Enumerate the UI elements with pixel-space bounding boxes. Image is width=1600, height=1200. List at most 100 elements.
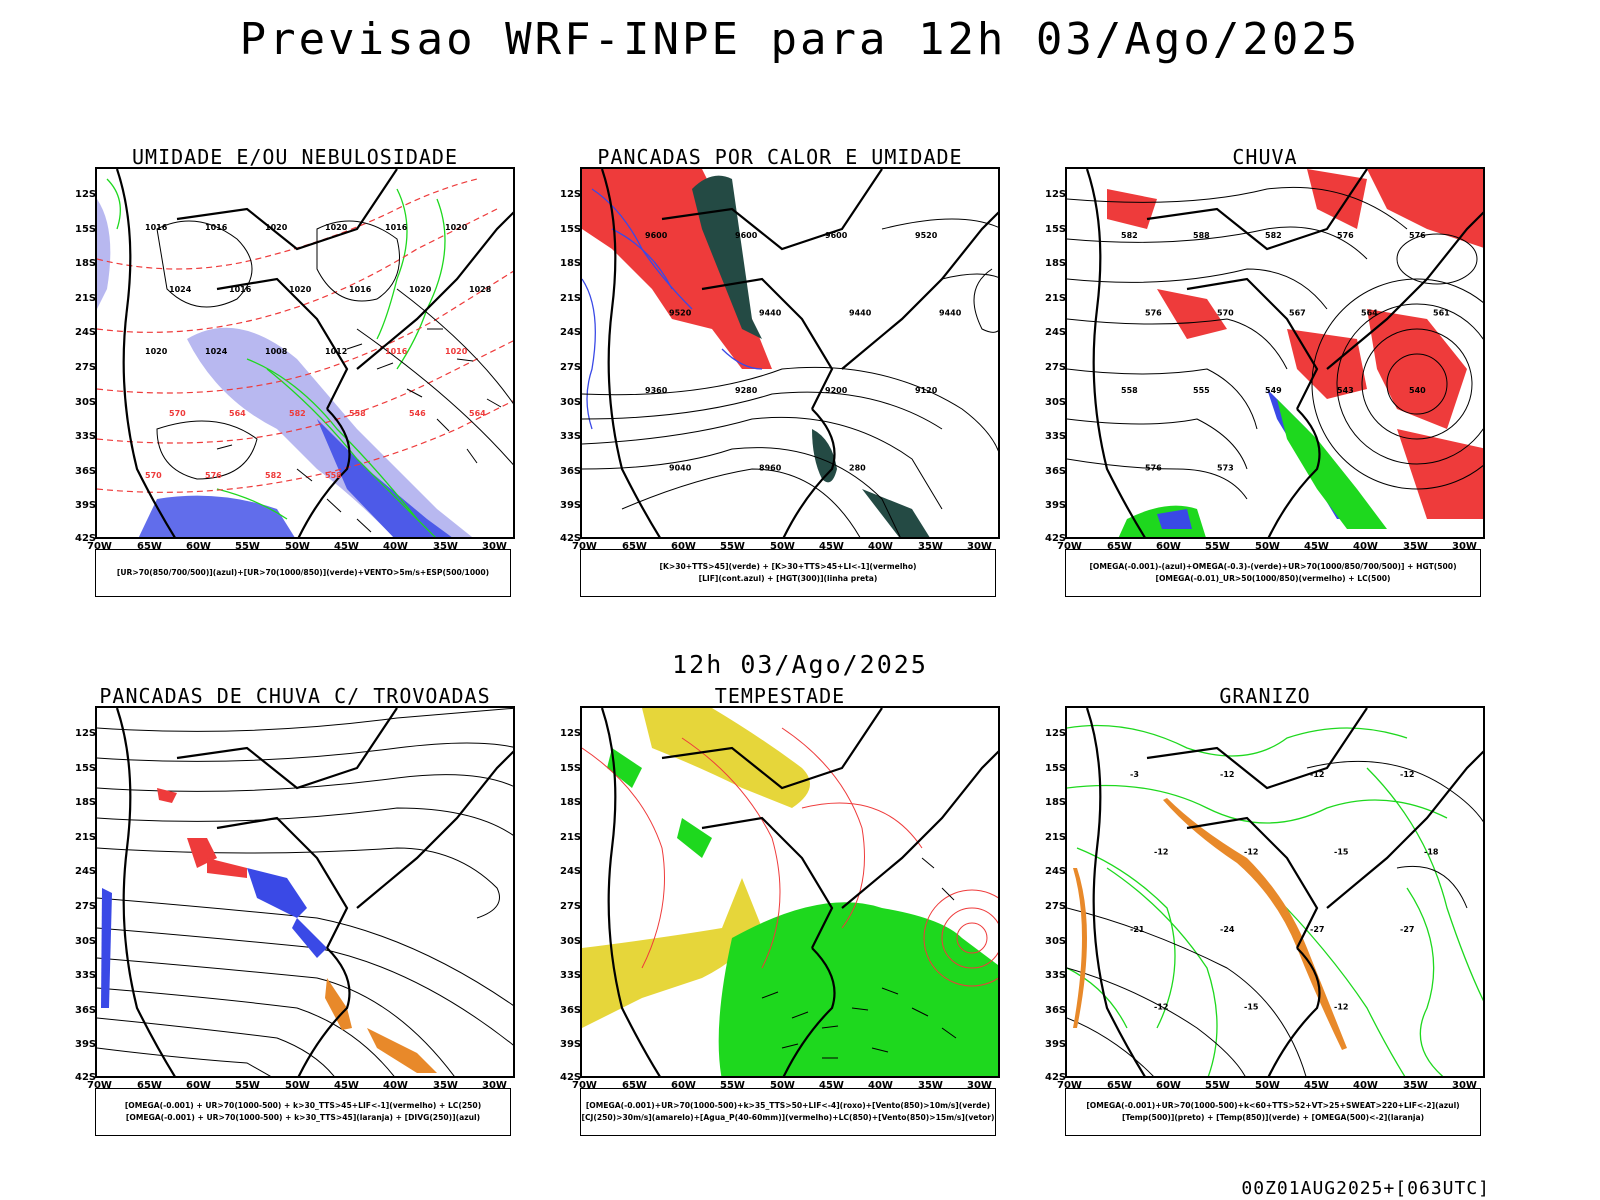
legend-line: [OMEGA(-0.001) + UR>70(1000-500) + k>30_… [124,1101,482,1110]
legend-line: [OMEGA(-0.001)+UR>70(1000-500)+k>35_TTS>… [585,1101,991,1110]
lon-label: 35W [433,541,458,552]
lat-label: 21S [1045,293,1067,304]
contour-value-label: 1020 [265,223,288,232]
mid-date: 12h 03/Ago/2025 [672,650,928,679]
lat-label: 27S [75,901,97,912]
lon-label: 70W [572,541,597,552]
lat-label: 33S [560,970,582,981]
contour-value-label: 9200 [825,386,848,395]
wind-vectors [216,328,502,533]
lat-label: 21S [560,832,582,843]
lon-label: 65W [137,1080,162,1091]
orange-cells [325,978,437,1073]
contour-value-label: 570 [145,471,162,480]
contour-value-label: 567 [1289,308,1306,317]
contour-value-label: 1024 [169,285,192,294]
map-graphic [97,708,513,1076]
contour-value-label: 9440 [849,308,872,317]
lat-label: 12S [1045,189,1067,200]
lon-label: 35W [1403,541,1428,552]
panel-rain: CHUVA [1045,145,1485,645]
lon-label: 45W [1304,541,1329,552]
contour-value-label: -12 [1154,847,1168,856]
contour-value-label: 588 [1193,231,1210,240]
contour-value-label: 1028 [469,285,492,294]
lat-label: 18S [1045,797,1067,808]
lon-label: 60W [186,541,211,552]
contour-value-label: 576 [1337,231,1354,240]
lon-label: 45W [334,541,359,552]
lat-label: 12S [560,189,582,200]
lon-label: 30W [967,1080,992,1091]
moisture-core [317,419,452,537]
lat-label: 36S [1045,466,1067,477]
darkgreen-area [692,175,762,339]
lon-label: 45W [334,1080,359,1091]
contour-value-label: 564 [229,409,246,418]
panel-storm: TEMPESTADE [560,684,1000,1184]
lat-label: 15S [1045,763,1067,774]
contour-value-label: 576 [1145,308,1162,317]
lat-label: 24S [560,327,582,338]
lon-label: 40W [1353,541,1378,552]
coastline-borders [1085,169,1483,537]
contour-value-label: 1016 [205,223,228,232]
contour-value-label: 9600 [735,231,758,240]
moisture-south [138,495,295,537]
lon-label: 70W [87,1080,112,1091]
contour-value-label: 540 [1409,386,1426,395]
streamlines [97,708,513,1076]
lat-label: 15S [75,224,97,235]
hgt-contours [582,218,998,537]
red-contours [97,178,513,493]
lat-label: 24S [1045,327,1067,338]
contour-value-label: 546 [409,409,426,418]
legend-line: [OMEGA(-0.001)+UR>70(1000-500)+k<60+TTS>… [1086,1101,1460,1110]
legend-box: [OMEGA(-0.001) + UR>70(1000-500) + k>30_… [95,1088,511,1136]
panel-title: PANCADAS POR CALOR E UMIDADE [597,145,963,169]
lat-label: 24S [75,327,97,338]
lat-label: 18S [75,797,97,808]
panel-title: PANCADAS DE CHUVA C/ TROVOADAS [99,684,491,708]
lon-label: 50W [770,1080,795,1091]
green-wind-area [718,902,998,1076]
lon-label: 55W [235,1080,260,1091]
lon-label: 50W [285,541,310,552]
contour-value-label: -12 [1154,1002,1168,1011]
contour-value-label: 1016 [145,223,168,232]
lat-label: 42S [560,533,582,544]
lon-label: 40W [868,541,893,552]
contour-value-label: -27 [1310,925,1324,934]
contour-value-label: 570 [169,409,186,418]
lon-label: 35W [433,1080,458,1091]
contour-value-label: 576 [1145,463,1162,472]
lat-label: 39S [560,1039,582,1050]
contour-value-label: 564 [469,409,486,418]
lat-label: 39S [1045,500,1067,511]
contour-value-label: 9360 [645,386,668,395]
lat-label: 36S [75,1005,97,1016]
lon-label: 50W [1255,541,1280,552]
lat-label: 36S [560,1005,582,1016]
contour-value-label: 543 [1337,386,1354,395]
legend-line: [OMEGA(-0.01)_UR>50(1000/850)(vermelho) … [1155,574,1391,583]
lat-label: 30S [75,936,97,947]
lon-label: 60W [1156,1080,1181,1091]
contour-value-label: -18 [1424,847,1439,856]
panel-title: CHUVA [1232,145,1298,169]
lon-label: 35W [918,1080,943,1091]
lat-label: 27S [75,362,97,373]
lat-label: 12S [75,189,97,200]
lon-label: 40W [383,541,408,552]
wind-vectors [761,857,957,1059]
lat-label: 33S [560,431,582,442]
lat-label: 24S [560,866,582,877]
map-graphic: 1016 1016 1020 1020 1016 1020 1024 1016 1020 1016… [97,169,513,537]
lat-label: 36S [560,466,582,477]
contour-value-label: 576 [205,471,222,480]
lon-label: 70W [572,1080,597,1091]
lon-label: 55W [720,1080,745,1091]
lat-label: 30S [75,397,97,408]
lon-label: 65W [137,541,162,552]
map-graphic: 9600 9600 9600 9520 9520 9440 9440 9440 9360 9280… [582,169,998,537]
